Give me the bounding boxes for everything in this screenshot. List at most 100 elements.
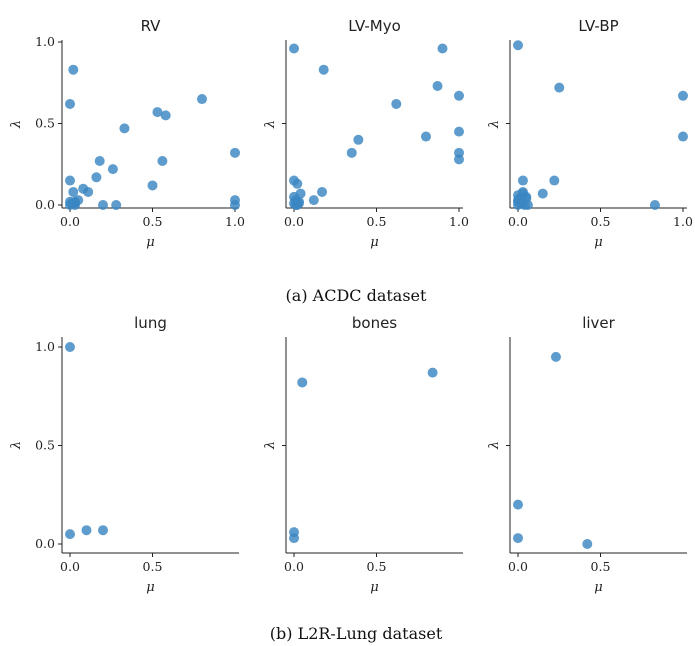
x-tick-label: 0.5 [591, 559, 611, 574]
data-point [318, 64, 329, 75]
data-point [289, 533, 299, 544]
x-axis-label: μ [370, 235, 378, 250]
panel-title: RV [141, 17, 162, 35]
x-tick-label: 0.0 [508, 214, 528, 229]
data-point [297, 377, 308, 388]
x-tick-label: 0.5 [143, 214, 163, 229]
x-tick-label: 1.0 [673, 214, 693, 229]
data-point [83, 186, 94, 197]
data-point [353, 134, 364, 145]
x-tick-label: 1.0 [449, 214, 469, 229]
data-point [517, 175, 528, 186]
y-axis-label: λ [9, 120, 24, 129]
x-tick-label: 0.5 [591, 214, 611, 229]
x-axis-label: μ [370, 580, 378, 595]
y-tick-label: 0.5 [35, 116, 55, 131]
data-point [65, 175, 75, 186]
data-point [649, 200, 660, 210]
y-tick-label: 0.5 [35, 438, 55, 453]
panel-liver: liver 0.0 0.5 μ λ [487, 314, 687, 595]
x-axis-label: μ [594, 580, 602, 595]
data-point [197, 94, 207, 105]
panel-lv-myo: LV-Myo 0.0 0.5 1.0 μ λ [263, 17, 469, 250]
data-point [98, 525, 108, 536]
data-point [582, 539, 593, 549]
data-point [421, 131, 431, 142]
data-point [537, 188, 548, 199]
data-point [346, 147, 357, 158]
data-point [65, 529, 75, 540]
panel-bones: bones 0.0 0.5 μ λ [263, 314, 463, 595]
data-point [317, 186, 328, 197]
x-axis-label: μ [146, 580, 154, 595]
y-tick-label: 0.0 [35, 536, 55, 551]
caption-l2r-lung: (b) L2R-Lung dataset [270, 624, 443, 643]
data-point [427, 367, 438, 378]
panel-title: LV-BP [578, 17, 618, 35]
data-point [289, 43, 299, 54]
data-point [437, 43, 448, 54]
data-point [147, 180, 158, 191]
panel-title: LV-Myo [348, 17, 401, 35]
data-point [65, 200, 75, 210]
y-tick-label: 0.0 [35, 197, 55, 212]
x-tick-label: 0.5 [367, 214, 387, 229]
x-tick-label: 0.5 [367, 559, 387, 574]
data-point [107, 164, 118, 175]
data-point [157, 155, 168, 166]
data-point [293, 198, 304, 209]
data-point [230, 147, 240, 158]
data-point [91, 172, 102, 183]
y-axis-label: λ [263, 441, 278, 450]
data-point [513, 40, 523, 51]
x-axis-label: μ [594, 235, 602, 250]
data-point [81, 525, 92, 536]
data-point [549, 175, 560, 186]
x-tick-label: 1.0 [225, 214, 245, 229]
data-point [111, 200, 122, 210]
data-point [152, 107, 163, 118]
y-axis-label: λ [9, 441, 24, 450]
panel-title: liver [582, 314, 615, 332]
data-point [513, 499, 523, 510]
y-axis-label: λ [263, 120, 278, 129]
data-point [678, 131, 688, 142]
x-tick-label: 0.0 [284, 214, 304, 229]
data-point [521, 193, 532, 204]
y-axis-label: λ [487, 441, 502, 450]
data-point [550, 351, 561, 362]
panel-title: lung [134, 314, 167, 332]
data-point [308, 195, 319, 206]
data-point [513, 195, 523, 206]
data-point [119, 123, 130, 134]
caption-acdc: (a) ACDC dataset [286, 286, 427, 305]
data-point [98, 200, 108, 210]
y-tick-label: 1.0 [35, 34, 55, 49]
data-point [678, 90, 688, 101]
data-point [230, 200, 240, 210]
data-point [513, 533, 523, 544]
data-point [65, 342, 75, 352]
data-point [65, 98, 75, 109]
x-axis-label: μ [146, 235, 154, 250]
data-point [432, 81, 443, 92]
data-point [292, 178, 303, 189]
data-point [391, 98, 402, 109]
data-point [554, 82, 565, 93]
x-tick-label: 0.0 [508, 559, 528, 574]
x-tick-label: 0.0 [284, 559, 304, 574]
data-point [454, 154, 464, 165]
data-point [454, 90, 464, 101]
data-point [68, 186, 79, 197]
panel-title: bones [352, 314, 397, 332]
panel-lung: lung 0.0 0.5 1.0 0.0 0.5 μ λ [9, 314, 239, 595]
y-tick-label: 1.0 [35, 339, 55, 354]
panel-rv: RV 0.0 0.5 1.0 0.0 0.5 1.0 μ λ [9, 17, 245, 250]
panel-lv-bp: LV-BP 0.0 0.5 1.0 μ λ [487, 17, 693, 250]
data-point [68, 64, 79, 75]
y-axis-label: λ [487, 120, 502, 129]
x-tick-label: 0.0 [60, 214, 80, 229]
data-point [454, 126, 464, 137]
